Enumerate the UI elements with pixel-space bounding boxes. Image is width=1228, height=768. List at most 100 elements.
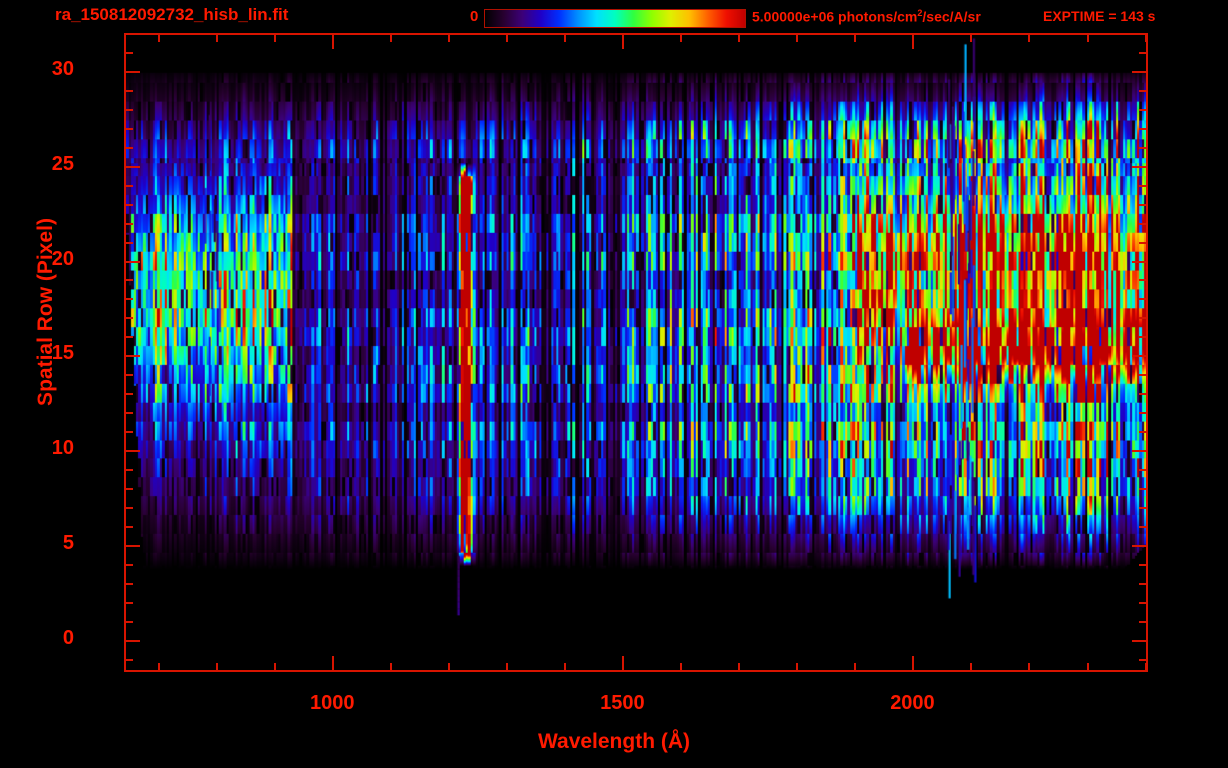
tick-mark — [124, 488, 133, 490]
tick-mark — [680, 33, 682, 42]
tick-mark — [124, 166, 140, 168]
tick-mark — [274, 33, 276, 42]
tick-mark — [124, 71, 140, 73]
tick-mark — [158, 33, 160, 42]
tick-mark — [1132, 355, 1148, 357]
tick-mark — [124, 317, 133, 319]
colorbar-max-value: 5.00000e+06 — [752, 8, 835, 25]
exptime-label: EXPTIME = 143 s — [1043, 8, 1156, 24]
tick-mark — [124, 336, 133, 338]
colorbar-max-label: 5.00000e+06 photons/cm2/sec/A/sr — [752, 8, 981, 25]
tick-mark — [124, 469, 133, 471]
tick-mark — [124, 393, 133, 395]
tick-mark — [564, 33, 566, 42]
tick-mark — [390, 33, 392, 42]
tick-mark — [854, 33, 856, 42]
tick-mark — [216, 663, 218, 672]
tick-mark — [1139, 90, 1148, 92]
tick-mark — [124, 450, 140, 452]
tick-mark — [1132, 545, 1148, 547]
tick-mark — [1139, 147, 1148, 149]
tick-mark — [796, 663, 798, 672]
colorbar — [484, 9, 746, 28]
tick-mark — [124, 374, 133, 376]
tick-mark — [1132, 71, 1148, 73]
tick-mark — [124, 621, 133, 623]
tick-mark — [1132, 450, 1148, 452]
tick-mark — [564, 663, 566, 672]
tick-mark — [1028, 33, 1030, 42]
tick-mark — [390, 663, 392, 672]
tick-mark — [124, 90, 133, 92]
tick-mark — [1139, 33, 1148, 35]
tick-mark — [124, 355, 140, 357]
tick-mark — [1139, 242, 1148, 244]
tick-mark — [124, 261, 140, 263]
tick-mark — [124, 507, 133, 509]
tick-mark — [124, 204, 133, 206]
tick-mark — [1139, 431, 1148, 433]
y-tick-label: 25 — [51, 152, 74, 175]
tick-mark — [1139, 393, 1148, 395]
tick-mark — [124, 52, 133, 54]
tick-mark — [124, 431, 133, 433]
tick-mark — [1087, 663, 1089, 672]
tick-mark — [1139, 488, 1148, 490]
tick-mark — [1139, 507, 1148, 509]
x-tick-label: 1000 — [310, 692, 355, 714]
tick-mark — [124, 526, 133, 528]
y-tick-label: 20 — [51, 247, 74, 270]
tick-mark — [124, 583, 133, 585]
tick-mark — [622, 33, 624, 49]
tick-mark — [1139, 279, 1148, 281]
tick-mark — [1132, 261, 1148, 263]
tick-mark — [506, 663, 508, 672]
tick-mark — [216, 33, 218, 42]
tick-mark — [854, 663, 856, 672]
tick-mark — [332, 656, 334, 672]
tick-mark — [1139, 185, 1148, 187]
tick-mark — [680, 663, 682, 672]
tick-mark — [124, 279, 133, 281]
tick-mark — [970, 663, 972, 672]
tick-mark — [1139, 223, 1148, 225]
tick-mark — [124, 602, 133, 604]
tick-mark — [124, 128, 133, 130]
tick-mark — [124, 564, 133, 566]
tick-mark — [622, 656, 624, 672]
tick-mark — [1139, 412, 1148, 414]
y-axis-label: Spatial Row (Pixel) — [34, 218, 57, 406]
tick-mark — [1132, 640, 1148, 642]
tick-mark — [970, 33, 972, 42]
tick-mark — [124, 185, 133, 187]
tick-mark — [1139, 52, 1148, 54]
tick-mark — [1139, 526, 1148, 528]
tick-mark — [124, 640, 140, 642]
tick-mark — [124, 298, 133, 300]
tick-mark — [1132, 166, 1148, 168]
tick-mark — [1139, 621, 1148, 623]
tick-mark — [796, 33, 798, 42]
tick-mark — [1139, 469, 1148, 471]
tick-mark — [738, 33, 740, 42]
tick-mark — [1139, 128, 1148, 130]
tick-mark — [1139, 374, 1148, 376]
tick-mark — [158, 663, 160, 672]
tick-mark — [1139, 583, 1148, 585]
tick-mark — [124, 109, 133, 111]
tick-mark — [1139, 204, 1148, 206]
colorbar-min-label: 0 — [470, 8, 479, 25]
x-tick-label: 2000 — [890, 692, 935, 714]
y-tick-label: 10 — [51, 437, 74, 460]
colorbar-unit-prefix: photons/cm — [838, 8, 918, 25]
tick-mark — [912, 33, 914, 49]
tick-mark — [506, 33, 508, 42]
colorbar-gradient — [485, 10, 745, 27]
tick-mark — [912, 656, 914, 672]
tick-mark — [124, 242, 133, 244]
tick-mark — [124, 223, 133, 225]
tick-mark — [124, 659, 133, 661]
tick-mark — [1139, 659, 1148, 661]
tick-mark — [124, 412, 133, 414]
